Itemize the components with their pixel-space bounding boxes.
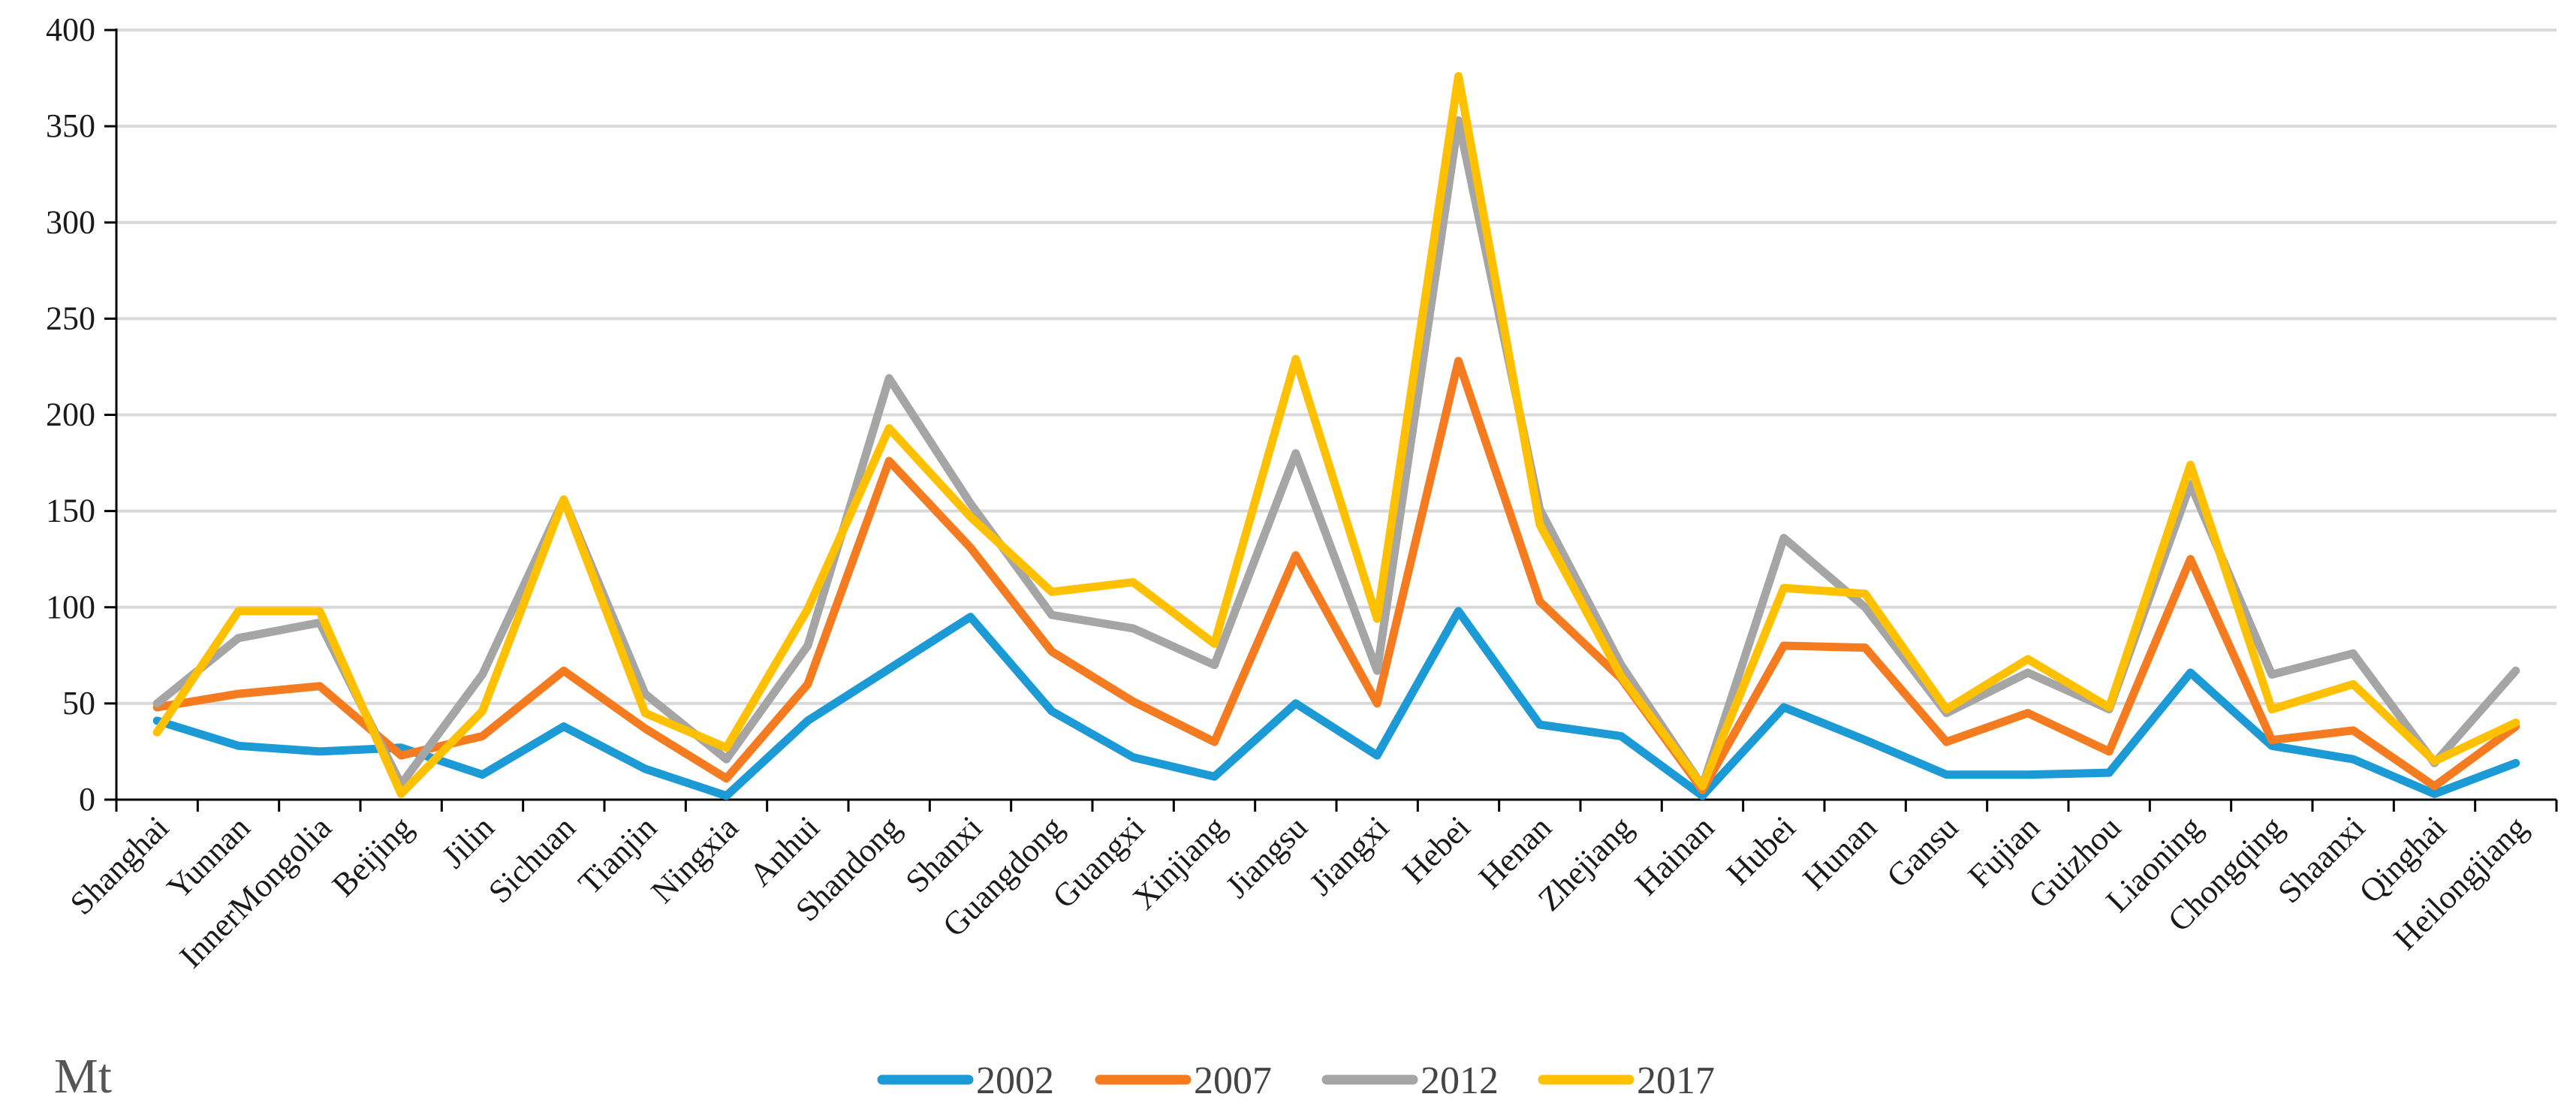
x-tick-label: Beijing — [325, 809, 420, 903]
y-axis-ticks: 0 50 100 150 200 250 300 350 400 — [46, 11, 116, 818]
series-2012 — [152, 116, 2520, 791]
x-tick-label: Gansu — [1879, 809, 1965, 894]
series-lines — [152, 72, 2520, 800]
x-tick-label: Shanghai — [63, 809, 176, 921]
y-tick-label: 0 — [79, 781, 95, 818]
y-tick-label: 400 — [46, 11, 95, 48]
x-tick-label: Hubei — [1719, 809, 1803, 892]
y-tick-label: 100 — [46, 589, 95, 625]
legend-item-2007: 2007 — [1095, 1059, 1272, 1102]
series-line-2012 — [152, 116, 2520, 791]
legend-label: 2007 — [1194, 1059, 1272, 1102]
unit-label: Mt — [54, 1049, 112, 1104]
series-2002 — [152, 607, 2520, 800]
legend-label: 2017 — [1637, 1059, 1715, 1102]
y-tick-label: 350 — [46, 107, 95, 144]
legend-item-2017: 2017 — [1538, 1059, 1715, 1102]
y-tick-label: 50 — [62, 685, 95, 722]
legend-item-2002: 2002 — [877, 1059, 1054, 1102]
y-tick-label: 300 — [46, 203, 95, 240]
x-tick-label: Sichuan — [481, 809, 583, 910]
y-tick-label: 150 — [46, 493, 95, 529]
x-tick-label: Hainan — [1628, 809, 1721, 902]
x-tick-label: Shaanxi — [2270, 809, 2372, 910]
x-tick-label: Jilin — [435, 809, 501, 875]
series-2007 — [152, 357, 2520, 794]
series-line-2007 — [152, 357, 2520, 794]
legend-label: 2012 — [1421, 1059, 1499, 1102]
x-tick-label: Ningxia — [644, 809, 746, 910]
series-line-2002 — [152, 607, 2520, 800]
y-tick-label: 250 — [46, 300, 95, 336]
legend-label: 2002 — [976, 1059, 1054, 1102]
x-tick-label: Jiangsu — [1219, 809, 1315, 905]
series-line-2017 — [152, 72, 2520, 798]
y-tick-label: 200 — [46, 396, 95, 433]
x-tick-label: Jiangxi — [1303, 809, 1396, 903]
x-tick-label: Hebei — [1396, 809, 1478, 890]
gridlines — [116, 29, 2556, 705]
series-2017 — [152, 72, 2520, 798]
legend-item-2012: 2012 — [1321, 1059, 1499, 1102]
x-tick-label: Hunan — [1796, 809, 1885, 897]
legend: 2002 2007 2012 2017 — [877, 1059, 1715, 1102]
